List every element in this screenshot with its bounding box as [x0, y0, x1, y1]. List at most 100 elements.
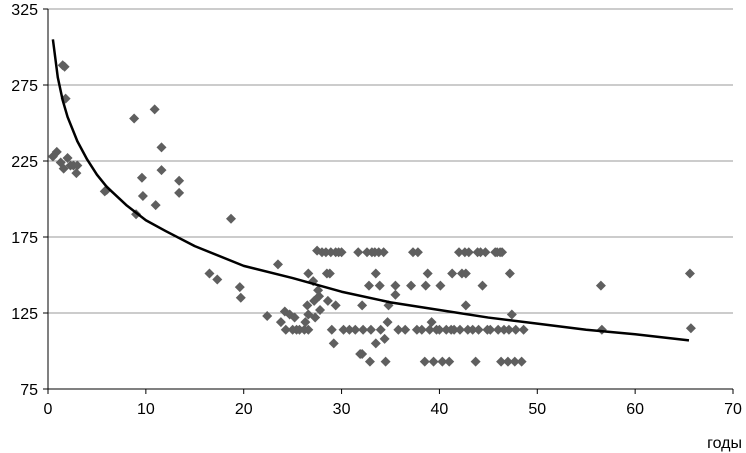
data-point: [496, 356, 507, 367]
x-tick-label: 60: [626, 401, 644, 418]
data-point: [463, 247, 474, 258]
data-point: [71, 168, 82, 179]
data-point: [370, 338, 381, 349]
data-point: [300, 317, 311, 328]
data-point: [302, 300, 313, 311]
data-point: [234, 282, 245, 293]
data-point: [393, 324, 404, 335]
data-point: [235, 292, 246, 303]
y-tick-label: 125: [11, 306, 38, 323]
y-tick-label: 275: [11, 78, 38, 95]
data-point: [275, 317, 286, 328]
data-point: [174, 175, 185, 186]
data-point: [493, 324, 504, 335]
data-point: [509, 356, 520, 367]
x-tick-label: 30: [333, 401, 351, 418]
data-point: [426, 317, 437, 328]
data-point: [444, 356, 455, 367]
data-point: [480, 247, 491, 258]
data-point: [380, 356, 391, 367]
gridlines: [48, 8, 733, 314]
data-point: [353, 247, 364, 258]
data-point: [364, 356, 375, 367]
data-point: [137, 190, 148, 201]
x-tick-label: 40: [431, 401, 449, 418]
data-point: [280, 324, 291, 335]
data-point: [330, 300, 341, 311]
data-point: [467, 324, 478, 335]
data-point: [156, 165, 167, 176]
data-point: [344, 324, 355, 335]
y-axis-ticks: 75 125 175 225 275 325: [11, 2, 48, 399]
data-point: [136, 172, 147, 183]
data-point: [497, 247, 508, 258]
x-tick-label: 10: [137, 401, 155, 418]
data-point: [72, 160, 83, 171]
data-point: [357, 300, 368, 311]
data-point: [437, 356, 448, 367]
data-point: [390, 289, 401, 300]
data-point: [326, 324, 337, 335]
data-point: [59, 61, 70, 72]
y-tick-label: 75: [20, 382, 38, 399]
x-tick-label: 0: [44, 401, 53, 418]
data-point: [60, 93, 71, 104]
data-point: [303, 324, 314, 335]
data-point: [303, 268, 314, 279]
data-point: [324, 268, 335, 279]
data-point: [62, 152, 73, 163]
data-point: [322, 295, 333, 306]
data-point: [363, 280, 374, 291]
data-point: [225, 213, 236, 224]
data-point: [506, 309, 517, 320]
data-point: [370, 268, 381, 279]
data-point: [336, 247, 347, 258]
data-point: [684, 268, 695, 279]
data-point: [595, 280, 606, 291]
data-point: [310, 312, 321, 323]
data-point: [101, 184, 112, 195]
data-point: [460, 300, 471, 311]
x-axis-ticks: 0 10 20 30 40 50 60 70: [44, 389, 742, 418]
data-point: [129, 113, 140, 124]
data-point: [365, 324, 376, 335]
y-tick-label: 225: [11, 154, 38, 171]
data-point: [447, 268, 458, 279]
data-point: [212, 274, 223, 285]
data-point: [374, 280, 385, 291]
data-point: [150, 200, 161, 211]
data-point: [314, 291, 325, 302]
data-point: [422, 268, 433, 279]
data-point: [434, 324, 445, 335]
data-point: [419, 356, 430, 367]
data-point: [516, 356, 527, 367]
data-point: [477, 280, 488, 291]
data-point: [685, 323, 696, 334]
x-tick-label: 20: [235, 401, 253, 418]
data-point: [518, 324, 529, 335]
data-point: [315, 304, 326, 315]
y-tick-label: 175: [11, 230, 38, 247]
data-point: [428, 356, 439, 367]
data-point: [504, 268, 515, 279]
data-point: [454, 247, 464, 258]
data-point: [149, 104, 160, 115]
axes: [47, 9, 733, 390]
data-point: [262, 311, 273, 322]
x-axis-title: годы: [707, 435, 742, 452]
data-point: [473, 324, 484, 335]
data-point: [350, 324, 361, 335]
y-tick-label: 325: [11, 2, 38, 19]
data-point: [470, 356, 481, 367]
data-point: [156, 142, 167, 153]
data-point: [375, 324, 386, 335]
data-point: [378, 247, 389, 258]
data-point: [313, 285, 324, 296]
data-points: [47, 60, 696, 367]
data-point: [406, 280, 417, 291]
data-point: [289, 312, 300, 323]
x-tick-label: 70: [724, 401, 742, 418]
data-point: [460, 268, 471, 279]
data-point: [338, 324, 349, 335]
data-point: [503, 324, 514, 335]
